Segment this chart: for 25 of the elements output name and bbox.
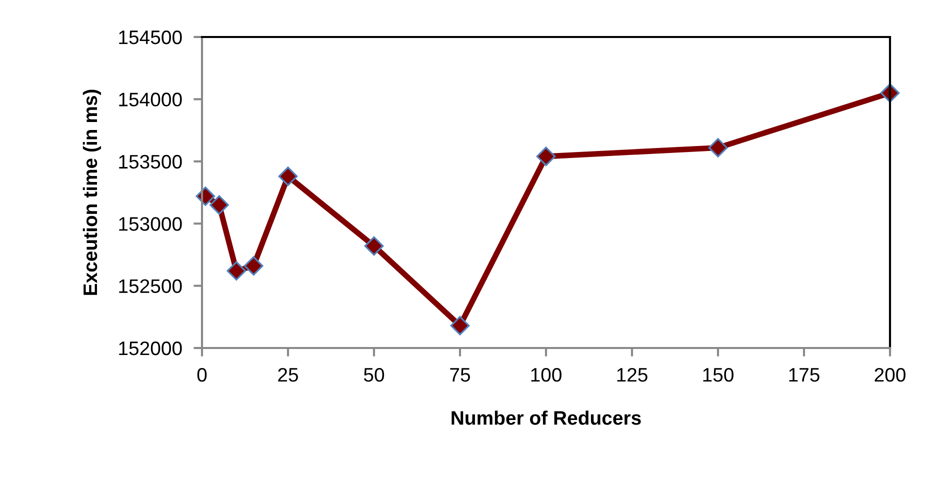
- x-tick-label: 100: [531, 368, 562, 382]
- y-tick-label: 154500: [119, 30, 182, 44]
- point: [536, 146, 556, 166]
- y-tick-label: 152500: [119, 279, 182, 294]
- point: [450, 316, 470, 336]
- x-tick-label: 150: [703, 368, 734, 382]
- point: [364, 236, 384, 256]
- x-tick-label: 200: [874, 368, 906, 382]
- x-axis-title: Number of Reducers: [452, 410, 641, 425]
- x-tick-label: 175: [789, 368, 820, 382]
- point: [708, 138, 728, 158]
- x-tick-label: 25: [278, 368, 298, 382]
- y-axis-title: Exceution time (in ms): [82, 90, 102, 295]
- x-tick-label: 0: [197, 368, 207, 382]
- x-tick-label: 50: [364, 368, 384, 382]
- y-tick-label: 154000: [119, 92, 182, 106]
- y-tick-label: 153500: [119, 154, 182, 169]
- point: [210, 195, 229, 215]
- y-tick-label: 152000: [119, 341, 182, 356]
- y-tick-label: 153000: [119, 217, 182, 231]
- point: [244, 256, 264, 276]
- point: [278, 166, 298, 186]
- point: [226, 261, 246, 281]
- x-tick-label: 75: [450, 368, 470, 382]
- x-tick-label: 125: [617, 368, 648, 382]
